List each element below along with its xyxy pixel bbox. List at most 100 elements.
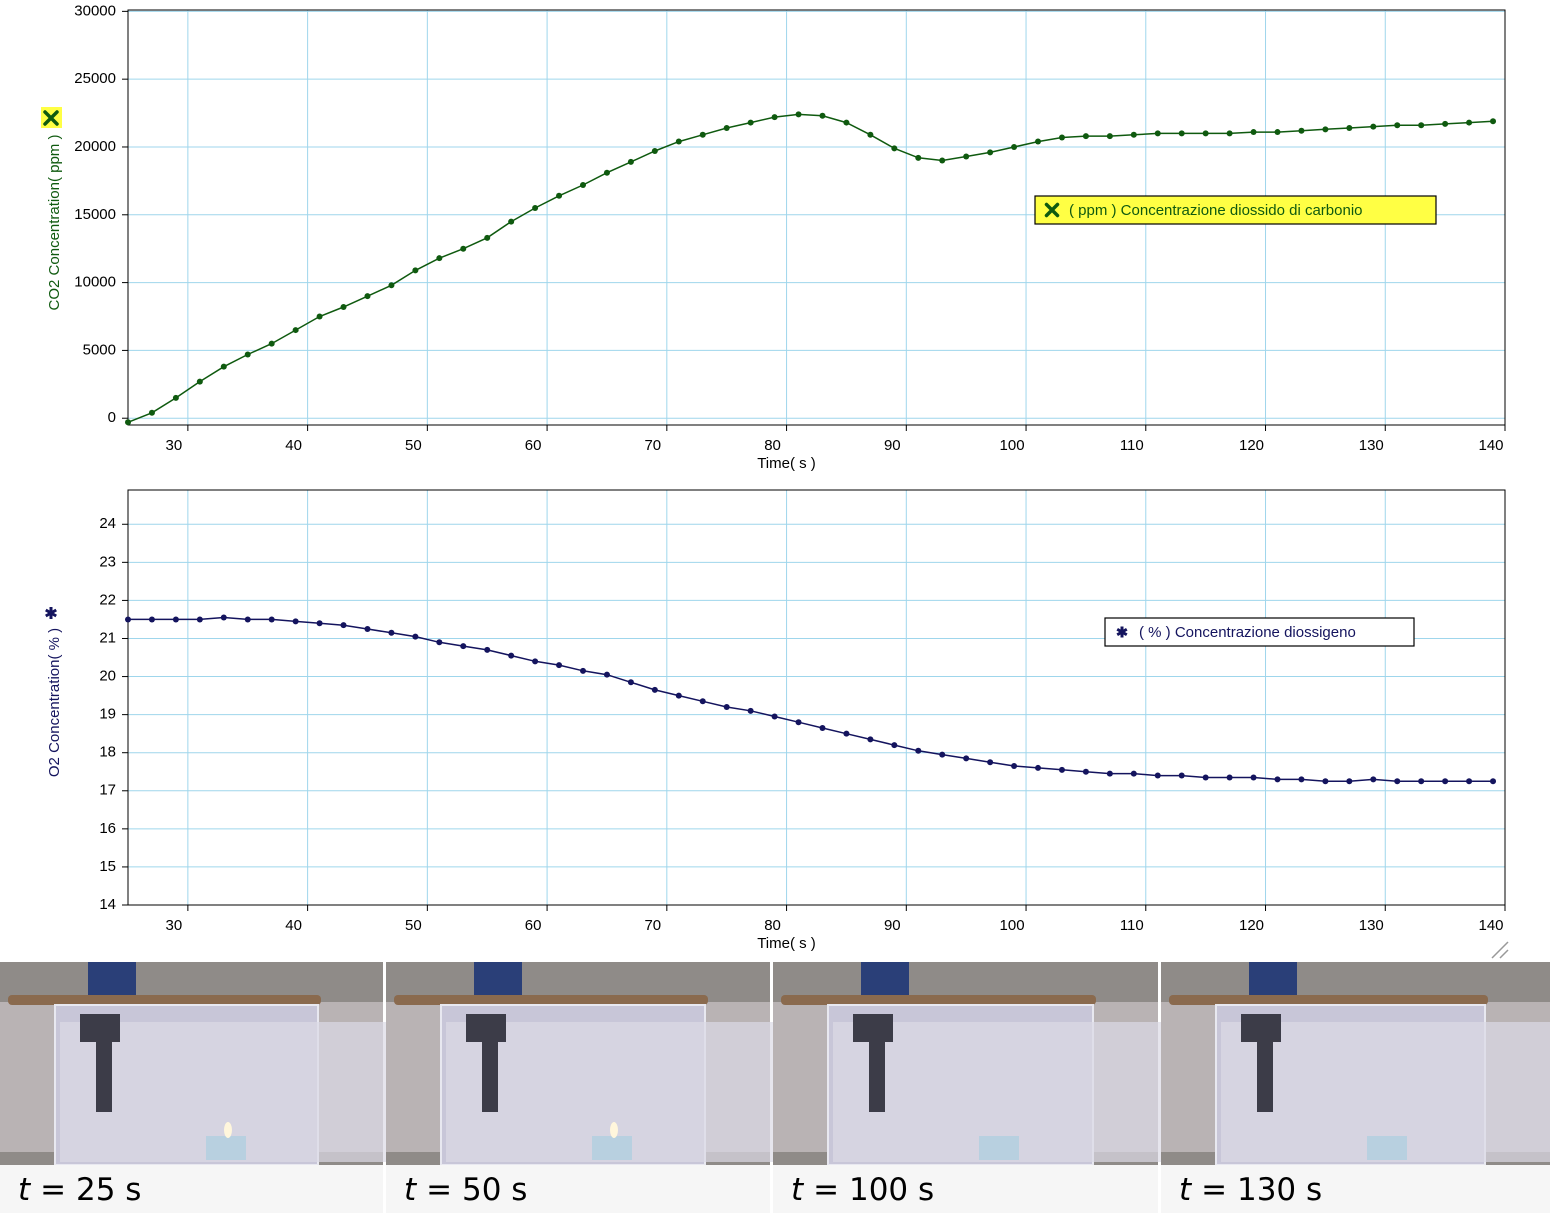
data-point — [1274, 776, 1281, 783]
photo-board — [1169, 995, 1488, 1005]
resize-grip — [1491, 941, 1509, 959]
data-point — [1178, 772, 1185, 779]
x-tick-label: 50 — [405, 437, 422, 454]
data-point — [148, 409, 155, 416]
data-point — [627, 679, 634, 686]
data-point — [125, 616, 131, 623]
data-point — [1466, 778, 1473, 785]
photo-table — [773, 1165, 1158, 1213]
data-point — [867, 131, 874, 138]
y-tick-label: 24 — [99, 515, 116, 532]
data-point — [603, 671, 610, 678]
data-point — [651, 686, 658, 693]
x-tick-label: 70 — [644, 437, 661, 454]
plot-frame — [127, 9, 1506, 426]
photo-candle — [1367, 1136, 1407, 1160]
data-point — [771, 713, 778, 720]
data-point — [460, 245, 467, 252]
data-point — [939, 751, 946, 758]
data-point — [819, 724, 826, 731]
photo-caption: t = 130 s — [1179, 1172, 1322, 1208]
data-point — [1418, 122, 1425, 129]
data-point — [1370, 776, 1377, 783]
plot-frame — [127, 489, 1506, 906]
y-tick-label: 25000 — [74, 70, 116, 87]
data-point — [627, 158, 634, 165]
data-point — [172, 394, 179, 401]
data-point — [1370, 123, 1377, 130]
data-point — [1154, 130, 1161, 137]
photo-table — [386, 1165, 770, 1213]
legend-label: ( ppm ) Concentrazione diossido di carbo… — [1069, 202, 1363, 219]
data-point — [388, 282, 395, 289]
data-point — [412, 633, 419, 640]
y-tick-label: 21 — [99, 629, 116, 646]
x-tick-label: 130 — [1359, 437, 1384, 454]
data-point — [220, 614, 227, 621]
data-point — [963, 153, 970, 160]
data-point — [1322, 778, 1329, 785]
data-point — [1202, 774, 1209, 781]
data-point — [1011, 763, 1018, 770]
y-tick-label: 30000 — [74, 2, 116, 19]
y-tick-label: 10000 — [74, 274, 116, 291]
data-point — [1082, 133, 1089, 140]
data-point — [364, 293, 371, 300]
x-tick-label: 90 — [884, 917, 901, 934]
data-point — [532, 205, 539, 212]
photo-tube — [853, 1014, 893, 1112]
data-point — [388, 629, 395, 636]
data-point — [1130, 131, 1137, 138]
y-axis-label: O2 Concentration( % ) — [46, 628, 63, 777]
data-point — [1058, 134, 1065, 141]
data-point — [364, 625, 371, 632]
data-point — [580, 667, 587, 674]
data-point — [508, 218, 515, 225]
data-point — [1298, 127, 1305, 134]
photo-flame — [610, 1122, 618, 1138]
data-point — [1011, 143, 1018, 150]
photo-candle — [206, 1136, 246, 1160]
data-point — [1274, 129, 1281, 136]
photo-board — [394, 995, 708, 1005]
data-point — [220, 363, 227, 370]
data-point — [675, 692, 682, 699]
x-tick-label: 50 — [405, 917, 422, 934]
y-tick-label: 19 — [99, 706, 116, 723]
photo-caption: t = 100 s — [791, 1172, 934, 1208]
data-point — [412, 267, 419, 274]
data-point — [699, 698, 706, 705]
caption-text: = 25 s — [40, 1172, 141, 1208]
data-point — [340, 622, 347, 629]
y-tick-label: 15 — [99, 858, 116, 875]
data-point — [484, 234, 491, 241]
data-point — [1394, 778, 1401, 785]
y-tick-label: 17 — [99, 782, 116, 799]
data-point — [340, 304, 347, 311]
data-point — [915, 154, 922, 161]
x-tick-label: 60 — [525, 437, 542, 454]
data-point — [651, 148, 658, 155]
data-point — [1154, 772, 1161, 779]
data-point — [1322, 126, 1329, 133]
caption-text: = 50 s — [426, 1172, 527, 1208]
data-point — [891, 145, 898, 152]
photo: t = 100 s — [773, 962, 1178, 1213]
legend-box — [1034, 195, 1437, 225]
photo-table — [0, 1165, 383, 1213]
data-point — [1442, 778, 1449, 785]
legend-label: ( % ) Concentrazione diossigeno — [1139, 624, 1356, 641]
data-point — [891, 742, 898, 749]
data-point — [795, 719, 802, 726]
data-point — [508, 652, 515, 659]
x-tick-label: 140 — [1478, 437, 1503, 454]
series-line — [128, 616, 1493, 783]
caption-text: = 100 s — [813, 1172, 934, 1208]
data-point — [963, 755, 970, 762]
data-point — [244, 351, 251, 358]
x-tick-label: 110 — [1120, 437, 1144, 454]
legend-marker — [1116, 626, 1128, 638]
data-point — [436, 639, 443, 646]
caption-variable: t — [1179, 1172, 1193, 1208]
photo-sensor — [474, 962, 522, 998]
